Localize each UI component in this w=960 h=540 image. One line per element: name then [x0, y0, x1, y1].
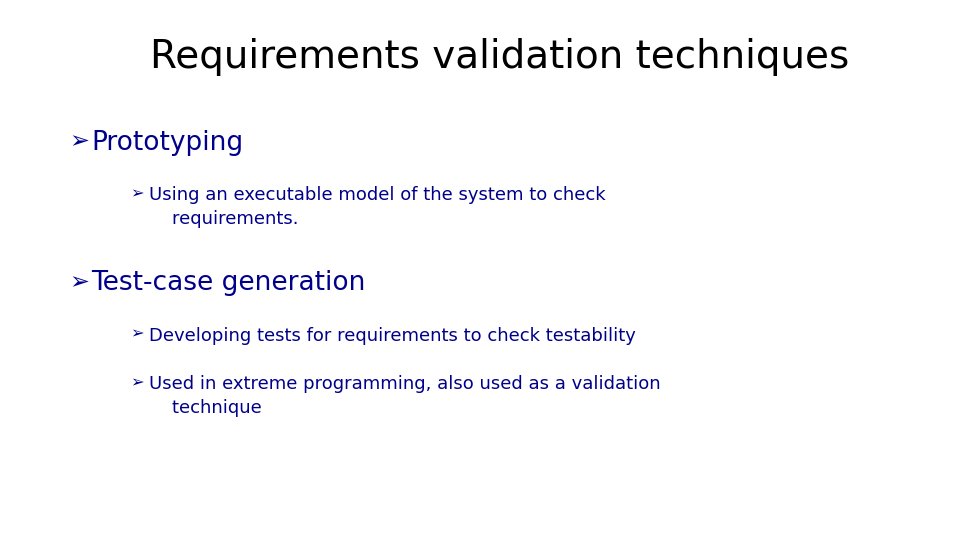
Text: Developing tests for requirements to check testability: Developing tests for requirements to che… [149, 327, 636, 345]
Text: Requirements validation techniques: Requirements validation techniques [150, 38, 849, 76]
Text: Using an executable model of the system to check
    requirements.: Using an executable model of the system … [149, 186, 606, 228]
Text: Prototyping: Prototyping [91, 130, 243, 156]
Text: ➢: ➢ [131, 327, 144, 342]
Text: ➢: ➢ [69, 130, 89, 153]
Text: ➢: ➢ [69, 270, 89, 294]
Text: ➢: ➢ [131, 375, 144, 390]
Text: ➢: ➢ [131, 186, 144, 201]
Text: Used in extreme programming, also used as a validation
    technique: Used in extreme programming, also used a… [149, 375, 660, 417]
Text: Test-case generation: Test-case generation [91, 270, 366, 296]
